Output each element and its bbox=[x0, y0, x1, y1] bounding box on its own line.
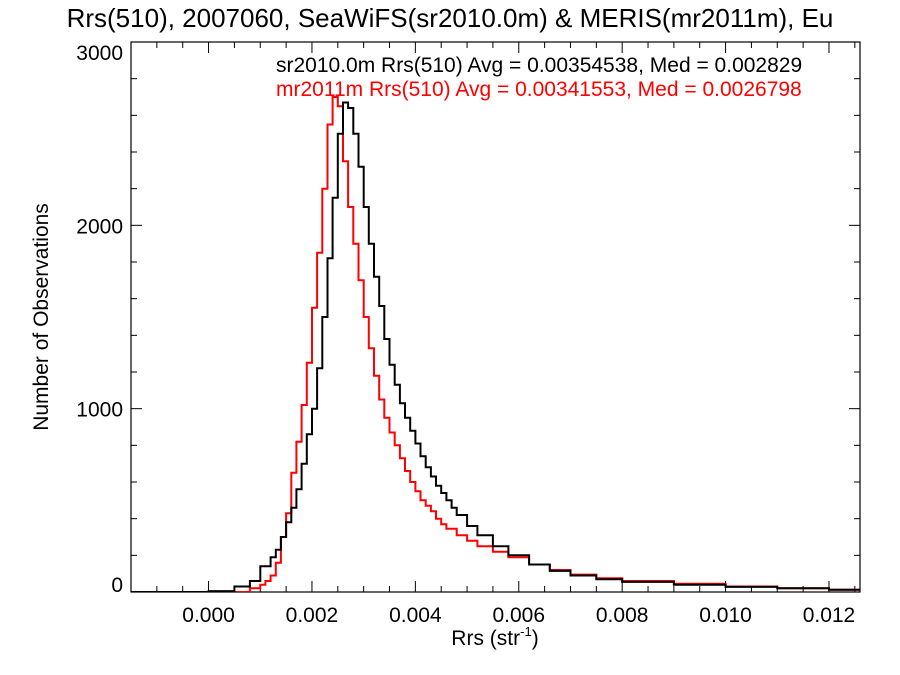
legend-entry-sr2010: sr2010.0m Rrs(510) Avg = 0.00354538, Med… bbox=[276, 54, 802, 77]
y-axis-label: Number of Observations bbox=[30, 203, 53, 431]
x-axis-label: Rrs (str-1) bbox=[451, 624, 538, 650]
y-tick-label: 2000 bbox=[76, 215, 123, 238]
x-tick-label: 0.000 bbox=[182, 604, 235, 627]
y-tick-label: 0 bbox=[111, 574, 123, 597]
x-tick-label: 0.010 bbox=[699, 604, 752, 627]
x-tick-label: 0.008 bbox=[596, 604, 649, 627]
x-tick-label: 0.004 bbox=[389, 604, 442, 627]
series-line-mr2011m bbox=[131, 96, 860, 592]
axis-ticks: 0.000 0.002 0.004 0.006 0.008 0.010 0.012 0 1000… bbox=[76, 41, 860, 627]
x-axis-label-superscript: -1 bbox=[520, 624, 532, 639]
y-tick-label: 1000 bbox=[76, 399, 123, 422]
legend-entry-mr2011: mr2011m Rrs(510) Avg = 0.00341553, Med =… bbox=[276, 78, 802, 101]
plot-border bbox=[130, 41, 861, 593]
y-tick-label: 3000 bbox=[76, 42, 123, 65]
series-line-sr2010.0m bbox=[131, 101, 860, 592]
x-tick-label: 0.012 bbox=[803, 604, 856, 627]
plot-frame bbox=[130, 41, 861, 593]
chart-title: Rrs(510), 2007060, SeaWiFS(sr2010.0m) & … bbox=[67, 3, 834, 33]
x-tick-label: 0.006 bbox=[492, 604, 545, 627]
series-group bbox=[131, 96, 860, 592]
x-tick-label: 0.002 bbox=[286, 604, 339, 627]
